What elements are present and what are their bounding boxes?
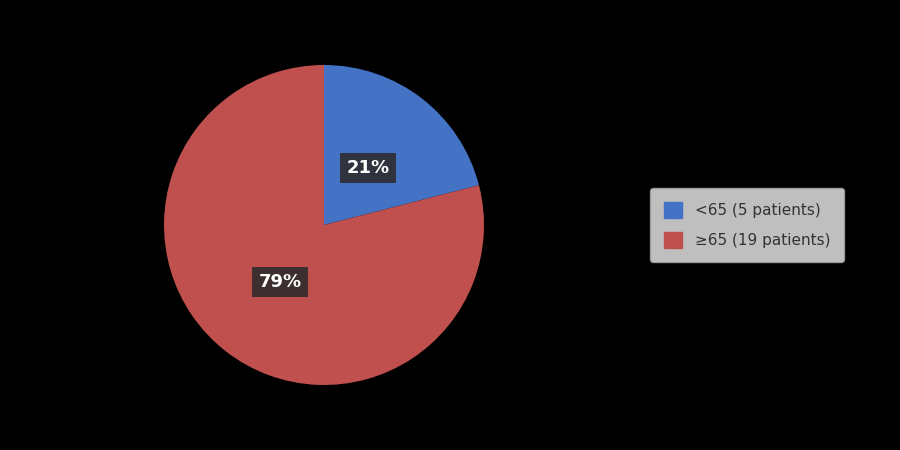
Legend: <65 (5 patients), ≥65 (19 patients): <65 (5 patients), ≥65 (19 patients) bbox=[650, 189, 844, 261]
Wedge shape bbox=[324, 65, 479, 225]
Text: 79%: 79% bbox=[258, 273, 302, 291]
Wedge shape bbox=[164, 65, 484, 385]
Text: 21%: 21% bbox=[346, 159, 390, 177]
